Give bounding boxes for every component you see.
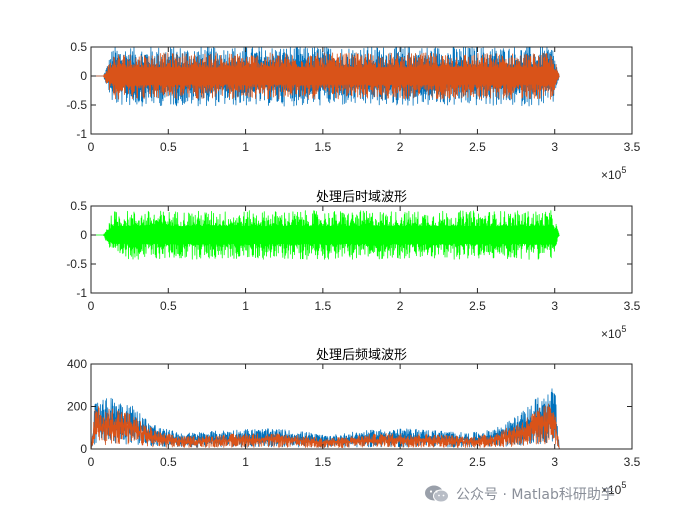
watermark-text: 公众号 · Matlab科研助手 [456, 487, 615, 503]
x-tick-label: 0.5 [160, 455, 177, 469]
y-tick-label: 400 [67, 357, 87, 371]
x-exponent-label: ×105 [601, 165, 626, 182]
x-tick-label: 3.5 [624, 455, 641, 469]
y-tick-label: -1 [76, 127, 87, 141]
x-exponent-label: ×105 [601, 324, 626, 341]
y-tick-label: -0.5 [66, 98, 87, 112]
axes-2 [90, 205, 633, 294]
x-tick-label: 3 [551, 140, 558, 154]
x-tick-label: 2 [397, 455, 404, 469]
plot-area-2 [91, 210, 560, 260]
x-tick-label: 3 [551, 299, 558, 313]
x-tick-label: 1.5 [315, 455, 332, 469]
y-tick-label: 0 [80, 442, 87, 456]
x-tick-label: 1.5 [315, 299, 332, 313]
x-tick-label: 0.5 [160, 299, 177, 313]
wechat-icon [425, 485, 449, 503]
series-orange-line [91, 403, 632, 449]
x-tick-label: 0 [88, 299, 95, 313]
watermark: 公众号 · Matlab科研助手 [424, 484, 615, 504]
axes-title: 处理后频域波形 [316, 348, 407, 363]
x-tick-label: 3 [551, 455, 558, 469]
x-tick-label: 3.5 [624, 299, 641, 313]
axes-1 [90, 46, 633, 135]
x-tick-label: 2.5 [469, 455, 486, 469]
y-tick-label: -1 [76, 286, 87, 300]
x-tick-label: 2.5 [469, 299, 486, 313]
x-exponent-label: ×105 [601, 480, 626, 497]
series-green-line [91, 210, 560, 260]
plot-area-1 [91, 47, 560, 107]
axes-title: 处理后时域波形 [316, 190, 407, 205]
x-tick-label: 2.5 [469, 140, 486, 154]
x-tick-label: 1 [242, 299, 249, 313]
x-tick-label: 1.5 [315, 140, 332, 154]
y-tick-label: 0.5 [70, 40, 87, 54]
x-tick-label: 0 [88, 455, 95, 469]
axes-frame [90, 46, 633, 135]
y-tick-label: 0.5 [70, 199, 87, 213]
axes-3 [90, 363, 633, 450]
x-tick-label: 2 [397, 299, 404, 313]
x-tick-label: 1 [242, 140, 249, 154]
x-tick-label: 2 [397, 140, 404, 154]
x-tick-label: 0 [88, 140, 95, 154]
x-tick-label: 0.5 [160, 140, 177, 154]
x-tick-label: 3.5 [624, 140, 641, 154]
axes-frame [90, 205, 633, 294]
x-tick-label: 1 [242, 455, 249, 469]
y-tick-label: -0.5 [66, 257, 87, 271]
y-tick-label: 200 [67, 400, 87, 414]
y-tick-label: 0 [80, 228, 87, 242]
plot-area-3 [91, 388, 632, 449]
series-orange-line [91, 52, 560, 100]
y-tick-label: 0 [80, 69, 87, 83]
